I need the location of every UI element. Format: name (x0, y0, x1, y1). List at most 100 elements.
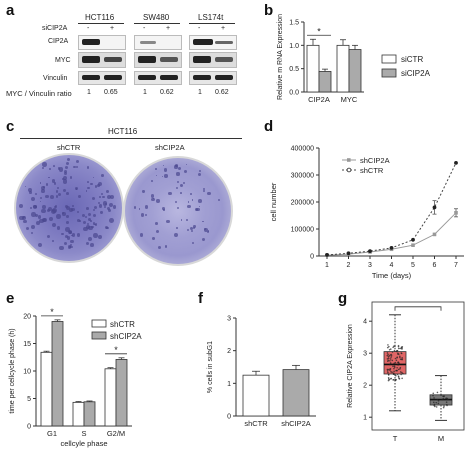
colony-dot (61, 232, 64, 236)
colony-dot (71, 205, 74, 207)
jitter-point (396, 366, 398, 369)
chart-f: 0 1 2 3 shCTR shCIP2A % cells in subG1 (207, 316, 316, 428)
colony-dot (186, 228, 190, 232)
jitter-point (393, 349, 396, 352)
colony-dot (164, 174, 168, 178)
jitter-point (397, 375, 400, 377)
sign-plus: + (166, 25, 171, 32)
y-tick-label: 1.0 (289, 43, 299, 50)
panel-letter-a: a (6, 2, 15, 19)
colony-dot (202, 220, 204, 223)
colony-dot (85, 241, 90, 246)
blot-cip2a-ls174t (189, 35, 237, 50)
y-tick-label: 400000 (291, 146, 314, 153)
colony-dot (31, 224, 36, 229)
legend-swatch (91, 319, 107, 328)
row-label-myc: MYC (55, 57, 71, 64)
band (193, 39, 213, 45)
band (215, 57, 233, 62)
legend-label: shCIP2A (110, 332, 142, 341)
band (160, 57, 178, 62)
colony-dot (94, 185, 98, 189)
x-tick-label: 2 (347, 262, 351, 269)
colony-dot (75, 186, 79, 190)
jitter-point (432, 394, 434, 397)
blot-vinculin-ls174t (189, 71, 237, 85)
colony-dot (217, 199, 220, 202)
colony-dot (22, 219, 27, 224)
colony-dot (58, 193, 62, 197)
colony-dot (187, 204, 191, 209)
colony-dot (92, 208, 96, 212)
jitter-point (390, 356, 392, 358)
jitter-point (442, 395, 445, 398)
colony-dot (144, 205, 149, 209)
colony-dot (64, 165, 69, 170)
colony-dot (94, 223, 97, 226)
panel-letter-f: f (198, 290, 203, 307)
ratio-value: 0.62 (160, 89, 174, 96)
jitter-point (401, 358, 403, 360)
colony-label-shctr: shCTR (57, 143, 81, 152)
jitter-point (446, 397, 448, 399)
colony-dot (98, 204, 103, 208)
colony-dot (86, 224, 91, 230)
ratio-value: 1 (143, 89, 147, 96)
jitter-point (387, 357, 390, 360)
colony-dot (91, 225, 95, 229)
jitter-point (387, 353, 389, 356)
cell-line-underline (134, 23, 180, 24)
colony-dot (156, 230, 160, 234)
colony-dot (177, 180, 180, 183)
colony-dot (22, 216, 26, 220)
y-tick-label: 2 (363, 383, 367, 390)
jitter-point (390, 370, 392, 373)
jitter-point (436, 398, 439, 401)
x-tick-label: 4 (390, 262, 394, 269)
bar (104, 368, 117, 427)
x-tick-label: CIP2A (308, 95, 330, 104)
bar (318, 71, 332, 93)
colony-dot (62, 175, 68, 181)
jitter-point (433, 403, 436, 406)
row-label-vinculin: Vinculin (43, 75, 68, 82)
bar (242, 374, 270, 417)
jitter-point (397, 361, 399, 364)
jitter-point (399, 368, 401, 370)
colony-dot (55, 190, 58, 193)
colony-dot (63, 169, 68, 173)
panel-letter-g: g (338, 290, 348, 307)
jitter-point (388, 345, 390, 348)
jitter-point (399, 347, 402, 350)
data-point (432, 232, 437, 237)
colony-dot (161, 206, 165, 210)
jitter-point (441, 398, 444, 401)
y-tick-label: 15 (23, 341, 31, 348)
colony-dot (175, 200, 178, 203)
colony-dot (176, 207, 179, 210)
colony-dot (75, 159, 80, 164)
band (193, 75, 211, 80)
colony-dot (133, 206, 137, 209)
colony-dot (174, 165, 178, 169)
colony-dot (61, 178, 64, 181)
y-tick-label: 100000 (291, 227, 314, 234)
jitter-point (395, 359, 398, 362)
sign-minus: - (87, 25, 90, 32)
jitter-point (386, 370, 389, 372)
sign-plus: + (221, 25, 226, 32)
jitter-point (393, 370, 395, 373)
colony-dot (41, 189, 46, 193)
data-point (411, 237, 415, 242)
colony-dot (88, 218, 92, 222)
colony-dot (101, 174, 104, 177)
colony-dot (25, 226, 30, 231)
jitter-point (433, 397, 435, 399)
data-point (411, 243, 415, 247)
x-tick-label: G1 (47, 429, 57, 438)
colony-dot (65, 234, 69, 239)
x-tick-label: G2/M (107, 429, 125, 438)
y-tick-label: 10 (23, 369, 31, 376)
jitter-point (442, 406, 445, 409)
band (104, 57, 122, 62)
